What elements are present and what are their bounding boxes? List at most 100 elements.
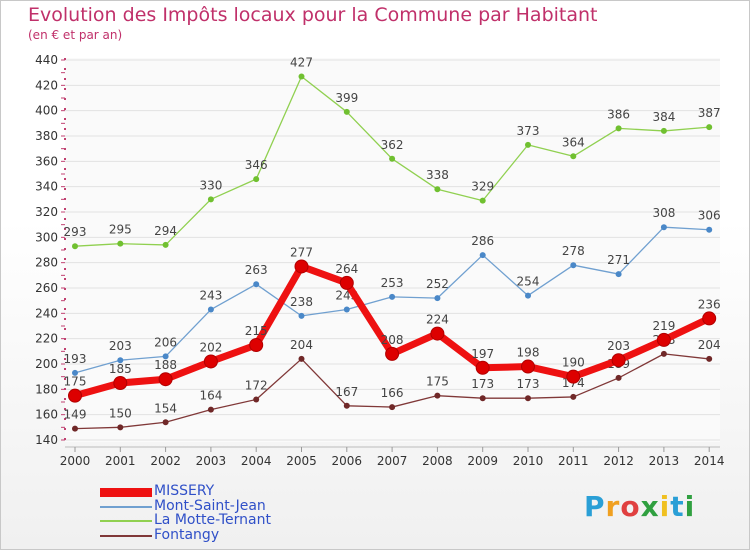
data-point <box>706 124 713 131</box>
y-tick-label: 380 <box>35 129 58 143</box>
legend-swatch <box>100 534 152 537</box>
legend-item: La Motte-Ternant <box>100 512 320 529</box>
data-point <box>479 252 486 259</box>
data-label: 203 <box>607 339 630 353</box>
x-tick-label: 2007 <box>377 454 408 468</box>
data-label: 197 <box>471 347 494 361</box>
y-tick-label: 240 <box>35 306 58 320</box>
series-fontangy: 1491501541641722041671661751731731741892… <box>64 333 721 432</box>
data-label: 149 <box>64 408 87 422</box>
data-label: 362 <box>381 138 404 152</box>
data-label: 208 <box>381 333 404 347</box>
data-point <box>162 353 169 360</box>
data-label: 263 <box>245 263 268 277</box>
logo-letter: P <box>584 490 606 523</box>
data-label: 254 <box>517 275 540 289</box>
data-point <box>479 395 486 402</box>
data-point <box>253 396 260 403</box>
x-tick-label: 2002 <box>150 454 181 468</box>
data-point <box>660 127 667 134</box>
data-point <box>253 176 260 183</box>
y-tick-label: 400 <box>35 104 58 118</box>
data-point <box>72 369 78 376</box>
data-label: 329 <box>471 180 494 194</box>
data-point <box>207 406 214 413</box>
data-point <box>207 306 214 313</box>
data-label: 286 <box>471 234 494 248</box>
data-point <box>660 350 667 357</box>
legend-label: MISSERY <box>154 483 215 499</box>
x-tick-label: 2004 <box>241 454 272 468</box>
data-point <box>343 306 350 313</box>
legend-label: La Motte-Ternant <box>154 512 271 528</box>
data-label: 373 <box>517 124 540 138</box>
data-label: 172 <box>245 378 268 392</box>
data-label: 150 <box>109 406 132 420</box>
y-tick-label: 140 <box>35 433 58 447</box>
data-point <box>570 262 577 269</box>
x-tick-label: 2008 <box>422 454 453 468</box>
data-label: 277 <box>290 245 313 259</box>
data-label: 202 <box>199 340 222 354</box>
x-tick-label: 2001 <box>105 454 136 468</box>
data-label: 384 <box>652 110 675 124</box>
data-label: 387 <box>698 106 721 120</box>
data-point <box>434 392 441 399</box>
data-point <box>343 108 350 115</box>
data-label: 238 <box>290 295 313 309</box>
data-point <box>475 360 490 375</box>
data-point <box>566 369 581 384</box>
data-label: 278 <box>562 244 585 258</box>
data-point <box>158 372 173 387</box>
data-label: 188 <box>154 358 177 372</box>
data-point <box>68 388 82 403</box>
x-tick-label: 2013 <box>649 454 680 468</box>
x-tick-label: 2012 <box>603 454 634 468</box>
logo-letter: x <box>640 490 660 523</box>
data-point <box>525 395 531 402</box>
data-point <box>434 295 441 302</box>
data-label: 386 <box>607 107 630 121</box>
data-label: 193 <box>64 352 87 366</box>
data-label: 236 <box>698 297 721 311</box>
y-tick-label: 160 <box>35 408 58 422</box>
data-label: 338 <box>426 168 449 182</box>
data-point <box>298 355 305 362</box>
data-label: 203 <box>109 339 132 353</box>
y-tick-label: 220 <box>35 332 58 346</box>
data-point <box>615 271 622 278</box>
y-tick-label: 360 <box>35 154 58 168</box>
data-point <box>430 326 445 341</box>
data-label: 173 <box>517 377 540 391</box>
x-tick-label: 2003 <box>196 454 227 468</box>
data-point <box>570 153 577 160</box>
y-tick-label: 200 <box>35 357 58 371</box>
logo-letter: i <box>659 490 671 523</box>
data-label: 175 <box>426 375 449 389</box>
logo-letter: o <box>620 490 641 523</box>
data-label: 224 <box>426 313 449 327</box>
data-point <box>706 355 713 362</box>
data-point <box>525 292 531 299</box>
data-label: 346 <box>245 158 268 172</box>
logo-letter: r <box>605 490 621 523</box>
data-point <box>339 275 354 290</box>
data-label: 204 <box>698 338 721 352</box>
data-label: 294 <box>154 224 177 238</box>
data-point <box>389 155 396 162</box>
legend-swatch <box>100 505 152 508</box>
legend-item: Fontangy <box>100 527 320 544</box>
data-label: 164 <box>199 389 222 403</box>
data-point <box>298 312 305 319</box>
legend-label: Mont-Saint-Jean <box>154 497 266 514</box>
data-point <box>479 197 486 204</box>
data-point <box>162 419 169 426</box>
logo-letter: t <box>670 490 685 523</box>
data-point <box>389 293 396 300</box>
data-label: 175 <box>64 375 87 389</box>
data-point <box>249 338 264 352</box>
y-tick-label: 420 <box>35 78 58 92</box>
data-label: 399 <box>335 91 358 105</box>
x-tick-label: 2006 <box>332 454 363 468</box>
data-point <box>656 332 671 347</box>
